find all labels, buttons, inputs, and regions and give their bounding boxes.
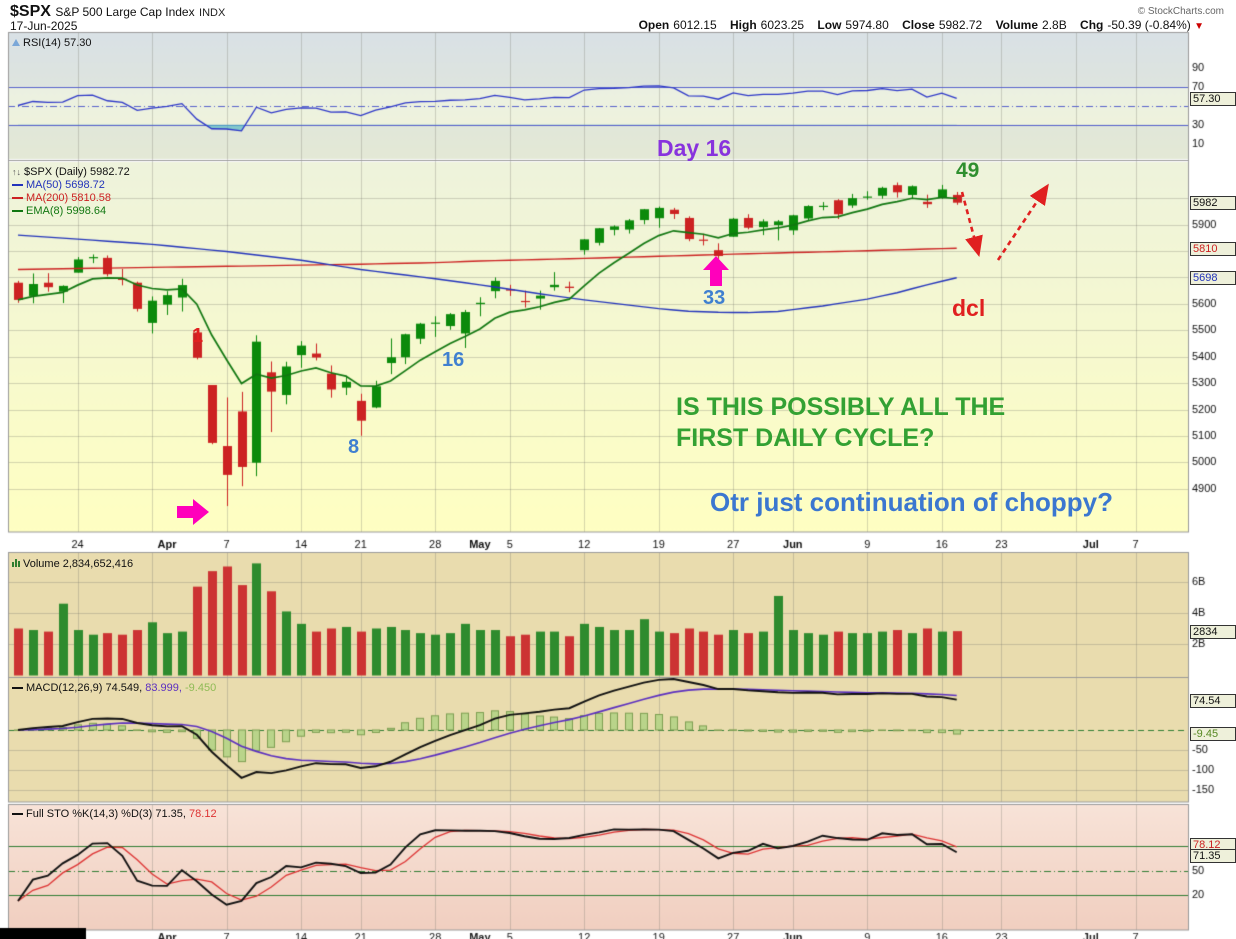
cycle-count-1: 1 (192, 325, 204, 347)
low-value: 5974.80 (845, 18, 889, 32)
macd-legend-main: MACD(12,26,9) 74.549, (26, 682, 143, 694)
sto-legend-main: Full STO %K(14,3) %D(3) 71.35, (26, 808, 186, 820)
symbol-header: $SPX S&P 500 Large Cap Index INDX (10, 3, 225, 21)
volume-legend: Volume 2,834,652,416 (12, 558, 133, 570)
ema8-swatch-icon (12, 210, 23, 213)
volume-label: Volume (995, 18, 1039, 32)
candlestick-icon: ↑↓ (12, 167, 21, 177)
dcl-annotation: dcl (952, 295, 986, 321)
cycle-count-33: 33 (703, 287, 726, 309)
symbol-name: S&P 500 Large Cap Index (55, 5, 195, 19)
volume-legend-label: Volume 2,834,652,416 (23, 558, 134, 570)
cycle-count-8: 8 (348, 436, 360, 458)
price-close-box: 5982 (1190, 196, 1236, 210)
chg-value: -50.39 (-0.84%) (1107, 18, 1191, 32)
high-label: High (730, 18, 757, 32)
rsi-legend: RSI(14) 57.30 (12, 37, 91, 49)
ma50-legend: MA(50) 5698.72 (12, 179, 130, 192)
ma50-value-box: 5698 (1190, 271, 1236, 285)
price-legend-main: ↑↓ $SPX (Daily) 5982.72 (12, 166, 130, 179)
ma200-swatch-icon (12, 197, 23, 200)
volume-bars-icon (12, 559, 20, 567)
volume-value: 2.8B (1042, 18, 1067, 32)
choppy-question-annotation: Otr just continuation of choppy? (710, 487, 1113, 517)
rsi-value-box: 57.30 (1190, 92, 1236, 106)
symbol-ticker: $SPX (10, 3, 51, 20)
price-legend: ↑↓ $SPX (Daily) 5982.72 MA(50) 5698.72 MA… (12, 166, 130, 218)
macd-swatch-icon (12, 687, 23, 690)
macd-legend-hist: -9.450 (185, 682, 217, 694)
macd-legend-signal: 83.999, (145, 682, 182, 694)
low-label: Low (817, 18, 842, 32)
sto-d-value-box: 78.12 (1190, 838, 1236, 852)
volume-value-box: 2834 (1190, 625, 1236, 639)
open-value: 6012.15 (673, 18, 717, 32)
sto-legend-d: 78.12 (189, 808, 217, 820)
ma200-legend: MA(200) 5810.58 (12, 192, 130, 205)
ema8-legend: EMA(8) 5998.64 (12, 205, 130, 218)
change-down-triangle-icon: ▼ (1194, 21, 1204, 32)
copyright-label: © StockCharts.com (1137, 6, 1224, 17)
cycle-count-16: 16 (442, 349, 465, 371)
macd-hist-value-box: -9.45 (1190, 727, 1236, 741)
sto-k-value-box: 71.35 (1190, 849, 1236, 863)
close-label: Close (902, 18, 935, 32)
chart-date: 17-Jun-2025 (10, 19, 78, 33)
quote-line: Open 6012.15 High 6023.25 Low 5974.80 Close… (639, 18, 1204, 32)
close-value: 5982.72 (938, 18, 983, 32)
rsi-legend-label: RSI(14) 57.30 (23, 37, 92, 49)
chg-label: Chg (1080, 18, 1104, 32)
exchange-label: INDX (199, 7, 226, 19)
high-value: 6023.25 (760, 18, 805, 32)
cycle-count-49: 49 (956, 159, 980, 182)
ma50-swatch-icon (12, 184, 23, 187)
macd-value-box: 74.54 (1190, 694, 1236, 708)
open-label: Open (638, 18, 670, 32)
sto-swatch-icon (12, 813, 23, 816)
macd-legend: MACD(12,26,9) 74.549, 83.999, -9.450 (12, 682, 216, 694)
cycle-question-annotation: IS THIS POSSIBLY ALL THE FIRST DAILY CYC… (676, 393, 1006, 452)
sto-legend: Full STO %K(14,3) %D(3) 71.35, 78.12 (12, 808, 217, 820)
rsi-indicator-icon (12, 39, 20, 46)
price-legend-label: $SPX (Daily) 5982.72 (24, 166, 130, 178)
ma200-value-box: 5810 (1190, 242, 1236, 256)
day16-annotation: Day 16 (657, 135, 732, 161)
